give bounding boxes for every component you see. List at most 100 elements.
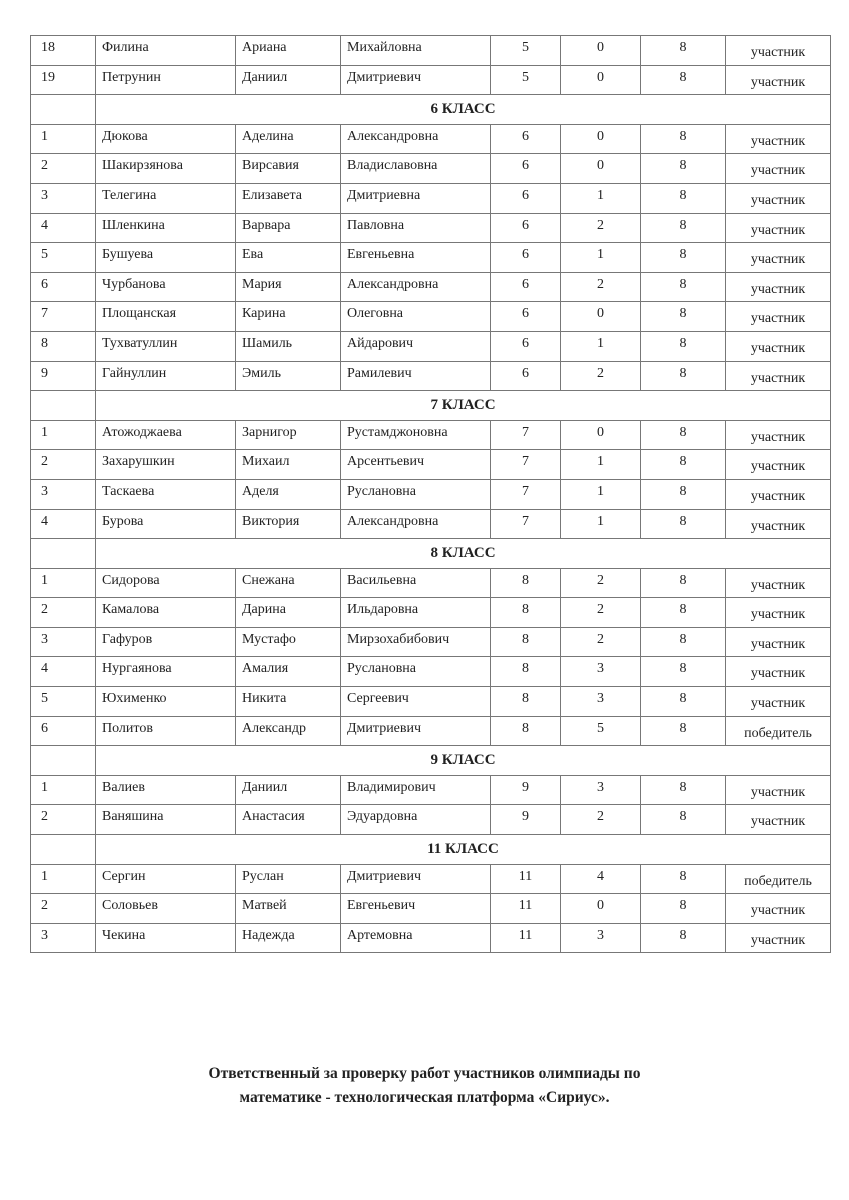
section-title: 8 КЛАСС (95, 538, 831, 569)
score-cell: 1 (560, 242, 641, 273)
grade-cell: 8 (490, 597, 561, 628)
name-cell: Даниил (235, 774, 341, 806)
surname-cell: Тухватуллин (95, 330, 236, 362)
surname-cell: Гайнуллин (95, 360, 236, 392)
name-cell: Вирсавия (235, 153, 341, 184)
row-number: 6 (30, 715, 96, 747)
surname-cell: Шленкина (95, 212, 236, 244)
max-score-cell: 8 (640, 153, 726, 184)
grade-cell: 11 (490, 863, 561, 895)
table-row: 2 Шакирзянова Вирсавия Владиславовна 6 0 8 учас… (30, 153, 831, 184)
max-score-cell: 8 (640, 567, 726, 599)
max-score-cell: 8 (640, 271, 726, 303)
max-score-cell: 8 (640, 64, 726, 96)
status-cell: участник (725, 567, 831, 599)
patronymic-cell: Олеговна (340, 301, 491, 332)
surname-cell: Петрунин (95, 64, 236, 96)
row-number: 1 (30, 419, 96, 451)
patronymic-cell: Александровна (340, 271, 491, 303)
grade-section-header: 9 КЛАСС (30, 745, 831, 776)
name-cell: Аделина (235, 123, 341, 155)
patronymic-cell: Рустамджоновна (340, 419, 491, 451)
section-title: 11 КЛАСС (95, 834, 831, 865)
table-row: 1 Сидорова Снежана Васильевна 8 2 8 участник (30, 567, 831, 599)
status-cell: участник (725, 893, 831, 924)
grade-cell: 6 (490, 301, 561, 332)
score-cell: 2 (560, 626, 641, 658)
table-row: 6 Чурбанова Мария Александровна 6 2 8 участник (30, 271, 831, 303)
grade-cell: 5 (490, 64, 561, 96)
grade-cell: 8 (490, 567, 561, 599)
table-row: 3 Гафуров Мустафо Мирзохабибович 8 2 8 участник (30, 626, 831, 658)
row-number: 2 (30, 893, 96, 924)
max-score-cell: 8 (640, 242, 726, 273)
name-cell: Ева (235, 242, 341, 273)
grade-cell: 8 (490, 715, 561, 747)
table-row: 5 Бушуева Ева Евгеньевна 6 1 8 участник (30, 242, 831, 273)
row-number: 6 (30, 271, 96, 303)
max-score-cell: 8 (640, 35, 726, 66)
grade-cell: 8 (490, 656, 561, 688)
grade-cell: 9 (490, 774, 561, 806)
table-row: 6 Политов Александр Дмитриевич 8 5 8 победитель (30, 715, 831, 747)
status-cell: участник (725, 419, 831, 451)
results-table-body: 18 Филина Ариана Михайловна 5 0 8 участник 19 Пет… (30, 35, 831, 954)
score-cell: 4 (560, 863, 641, 895)
footer-line-1: Ответственный за проверку работ участник… (208, 1065, 641, 1082)
status-cell: участник (725, 271, 831, 303)
table-row: 1 Дюкова Аделина Александровна 6 0 8 участник (30, 123, 831, 155)
surname-cell: Нургаянова (95, 656, 236, 688)
max-score-cell: 8 (640, 863, 726, 895)
patronymic-cell: Эдуардовна (340, 804, 491, 836)
max-score-cell: 8 (640, 774, 726, 806)
status-cell: победитель (725, 863, 831, 895)
table-row: 4 Нургаянова Амалия Руслановна 8 3 8 участник (30, 656, 831, 688)
surname-cell: Соловьев (95, 893, 236, 924)
grade-cell: 7 (490, 449, 561, 480)
status-cell: участник (725, 301, 831, 332)
section-title: 7 КЛАСС (95, 390, 831, 421)
surname-cell: Чекина (95, 922, 236, 954)
grade-section-header: 11 КЛАСС (30, 834, 831, 865)
max-score-cell: 8 (640, 212, 726, 244)
row-number: 2 (30, 804, 96, 836)
status-cell: участник (725, 508, 831, 540)
name-cell: Аделя (235, 478, 341, 510)
table-row: 4 Шленкина Варвара Павловна 6 2 8 участник (30, 212, 831, 244)
patronymic-cell: Владиславовна (340, 153, 491, 184)
grade-cell: 11 (490, 893, 561, 924)
score-cell: 3 (560, 774, 641, 806)
row-number: 3 (30, 478, 96, 510)
surname-cell: Площанская (95, 301, 236, 332)
name-cell: Шамиль (235, 330, 341, 362)
max-score-cell: 8 (640, 656, 726, 688)
results-table: 18 Филина Ариана Михайловна 5 0 8 участник 19 Пет… (30, 35, 831, 954)
status-cell: участник (725, 656, 831, 688)
max-score-cell: 8 (640, 182, 726, 214)
name-cell: Никита (235, 686, 341, 717)
grade-cell: 6 (490, 153, 561, 184)
score-cell: 2 (560, 271, 641, 303)
score-cell: 3 (560, 686, 641, 717)
surname-cell: Камалова (95, 597, 236, 628)
max-score-cell: 8 (640, 686, 726, 717)
max-score-cell: 8 (640, 449, 726, 480)
row-number: 1 (30, 774, 96, 806)
row-number: 3 (30, 922, 96, 954)
max-score-cell: 8 (640, 715, 726, 747)
max-score-cell: 8 (640, 330, 726, 362)
row-number: 2 (30, 449, 96, 480)
max-score-cell: 8 (640, 508, 726, 540)
grade-cell: 6 (490, 212, 561, 244)
table-row: 19 Петрунин Даниил Дмитриевич 5 0 8 участник (30, 64, 831, 96)
grade-cell: 6 (490, 330, 561, 362)
max-score-cell: 8 (640, 626, 726, 658)
surname-cell: Бушуева (95, 242, 236, 273)
status-cell: участник (725, 242, 831, 273)
table-row: 8 Тухватуллин Шамиль Айдарович 6 1 8 участник (30, 330, 831, 362)
surname-cell: Чурбанова (95, 271, 236, 303)
max-score-cell: 8 (640, 478, 726, 510)
table-row: 2 Захарушкин Михаил Арсентьевич 7 1 8 участник (30, 449, 831, 480)
footer-line-2: математике - технологическая платформа «… (239, 1089, 610, 1106)
grade-cell: 6 (490, 182, 561, 214)
